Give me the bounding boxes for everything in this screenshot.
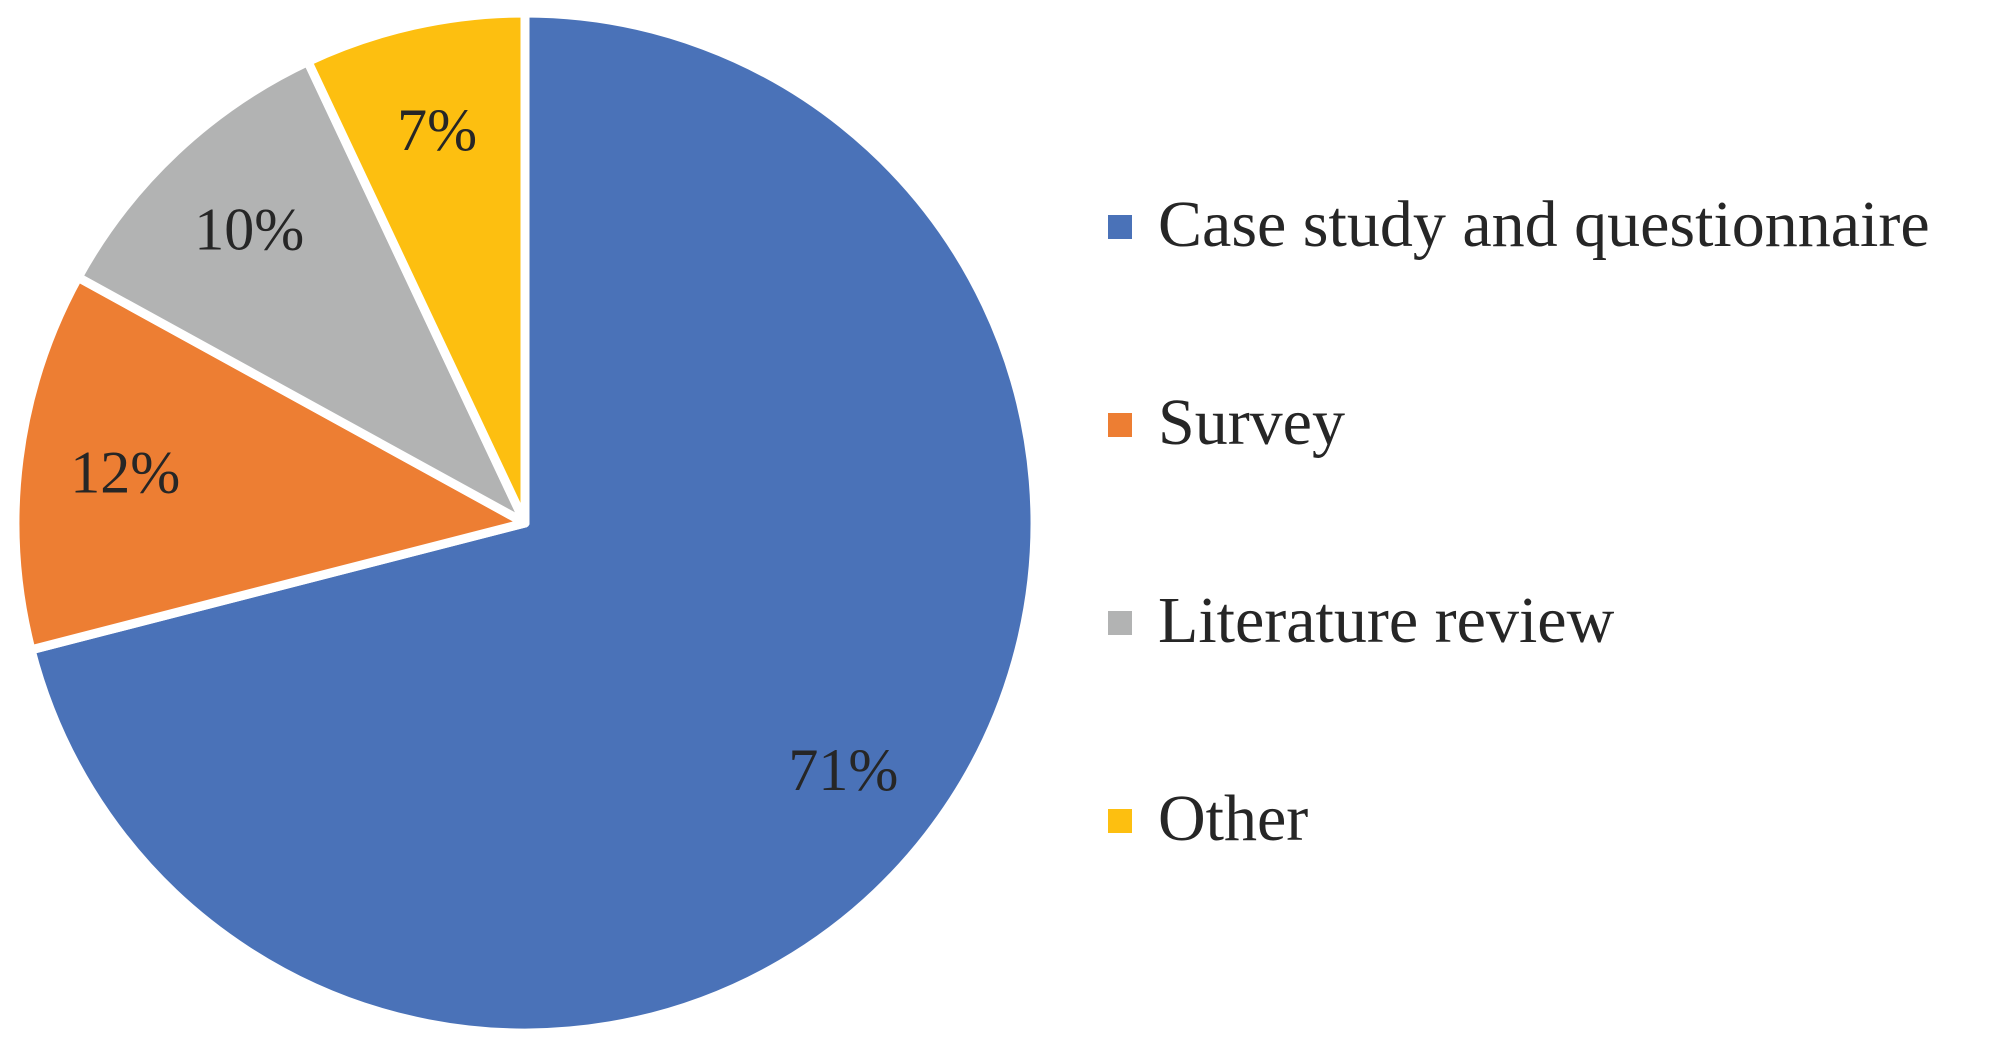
legend-label-case-study: Case study and questionnaire (1158, 188, 1930, 261)
legend-label-other: Other (1158, 782, 1309, 855)
data-label-other: 7% (397, 97, 477, 163)
legend-label-survey: Survey (1158, 386, 1345, 459)
legend-item-case-study: Case study and questionnaire (1108, 185, 1998, 383)
data-label-case-study: 71% (788, 737, 898, 803)
legend-swatch-other (1108, 809, 1132, 833)
legend-item-other: Other (1108, 779, 1998, 977)
data-label-survey: 12% (70, 440, 180, 506)
legend-item-survey: Survey (1108, 383, 1998, 581)
legend-swatch-survey (1108, 413, 1132, 437)
legend-swatch-literature-review (1108, 611, 1132, 635)
pie-slice-survey (10, 272, 530, 655)
pie-slice-literature-review (73, 57, 530, 528)
pie-plot-area: 71% 12% 10% 7% (10, 8, 1040, 1038)
legend-item-literature-review: Literature review (1108, 581, 1998, 779)
pie-slice-other (303, 8, 530, 528)
legend-label-literature-review: Literature review (1158, 584, 1615, 657)
legend: Case study and questionnaire Survey Lite… (1108, 185, 1998, 977)
legend-swatch-case-study (1108, 215, 1132, 239)
data-label-literature-review: 10% (194, 196, 304, 262)
pie-slice-case-study (26, 8, 1040, 1038)
